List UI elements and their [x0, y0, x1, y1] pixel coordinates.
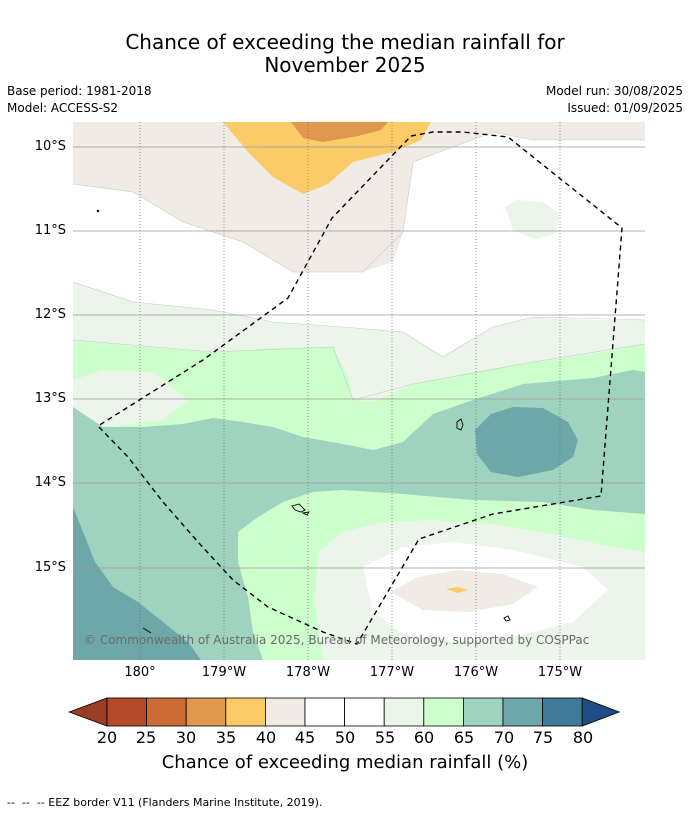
- eez-border: [96, 131, 623, 645]
- lon-label-175w: 175°W: [537, 665, 583, 680]
- lat-label-14s: 14°S: [34, 475, 66, 490]
- region-55-60-pocket: [73, 370, 188, 427]
- colorbar-tick: 70: [493, 728, 515, 747]
- issued-date: Issued: 01/09/2025: [567, 101, 683, 115]
- title-line-2: November 2025: [264, 53, 426, 77]
- colorbar-under-arrow: [68, 697, 108, 727]
- colorbar-segment: [264, 697, 306, 727]
- colorbar-tick: 40: [255, 728, 277, 747]
- colorbar-segment: [502, 697, 543, 727]
- colorbar-tick: 75: [532, 728, 554, 747]
- colorbar-segment: [185, 697, 227, 727]
- lat-label-10s: 10°S: [34, 139, 66, 154]
- rainfall-map: [73, 122, 645, 660]
- colorbar-tick: 35: [215, 728, 237, 747]
- colorbar-segment: [542, 697, 583, 727]
- region-40-45-spot: [176, 167, 188, 170]
- island-central-small: [301, 511, 310, 516]
- island-east: [456, 418, 464, 431]
- lon-label-176w: 176°W: [453, 665, 499, 680]
- region-35-40: [223, 122, 431, 194]
- copyright-notice: © Commonwealth of Australia 2025, Bureau…: [84, 633, 590, 647]
- lon-label-180: 180°: [124, 665, 156, 680]
- meta-right: Model run: 30/08/2025 Issued: 01/09/2025: [546, 83, 683, 117]
- region-40-45-north: [73, 122, 645, 272]
- colorbar-tick: 65: [453, 728, 475, 747]
- eez-footnote: -- -- -- EEZ border V11 (Flanders Marine…: [7, 796, 323, 809]
- colorbar-segment: [383, 697, 425, 727]
- island-central: [291, 503, 306, 513]
- colorbar-segment: [304, 697, 345, 727]
- lat-label-11s: 11°S: [34, 223, 66, 238]
- region-35-40-south: [446, 587, 468, 593]
- meta-left: Base period: 1981-2018 Model: ACCESS-S2: [7, 83, 152, 117]
- map-svg: [73, 122, 645, 660]
- lon-label-177w: 177°W: [369, 665, 415, 680]
- colorbar-tick: 20: [96, 728, 118, 747]
- lat-label-12s: 12°S: [34, 307, 66, 322]
- region-30-35: [291, 122, 388, 142]
- colorbar-tick: 50: [334, 728, 356, 747]
- colorbar-tick: 25: [135, 728, 157, 747]
- region-70-75-southwest: [73, 507, 201, 660]
- colorbar-label: Chance of exceeding median rainfall (%): [161, 752, 529, 773]
- model-name: Model: ACCESS-S2: [7, 101, 119, 115]
- base-period: Base period: 1981-2018: [7, 84, 152, 98]
- colorbar-segment: [423, 697, 464, 727]
- colorbar-segment: [462, 697, 504, 727]
- colorbar-tick: 45: [294, 728, 316, 747]
- colorbar: [68, 697, 621, 727]
- lon-label-179w: 179°W: [201, 665, 247, 680]
- colorbar-tick: 80: [572, 728, 594, 747]
- map-title: Chance of exceeding the median rainfall …: [0, 31, 690, 77]
- graticule: [73, 122, 645, 660]
- colorbar-over-arrow: [581, 697, 621, 727]
- colorbar-segment: [106, 697, 147, 727]
- model-run: Model run: 30/08/2025: [545, 84, 683, 98]
- title-line-1: Chance of exceeding the median rainfall …: [125, 30, 565, 54]
- colorbar-tick: 60: [413, 728, 435, 747]
- region-70-75-east: [475, 407, 578, 477]
- colorbar-segment: [225, 697, 266, 727]
- colorbar-segment: [344, 697, 385, 727]
- colorbar-tick: 55: [374, 728, 396, 747]
- island-south: [503, 615, 511, 622]
- colorbar-segment: [146, 697, 187, 727]
- colorbar-tick: 30: [175, 728, 197, 747]
- contour-lines: [73, 131, 645, 401]
- region-55-60-northeast: [505, 200, 560, 239]
- lat-label-13s: 13°S: [34, 391, 66, 406]
- islands: [96, 209, 511, 634]
- island-southwest: [142, 627, 152, 634]
- islet-northwest: [96, 209, 100, 213]
- lat-label-15s: 15°S: [34, 560, 66, 575]
- lon-label-178w: 178°W: [285, 665, 331, 680]
